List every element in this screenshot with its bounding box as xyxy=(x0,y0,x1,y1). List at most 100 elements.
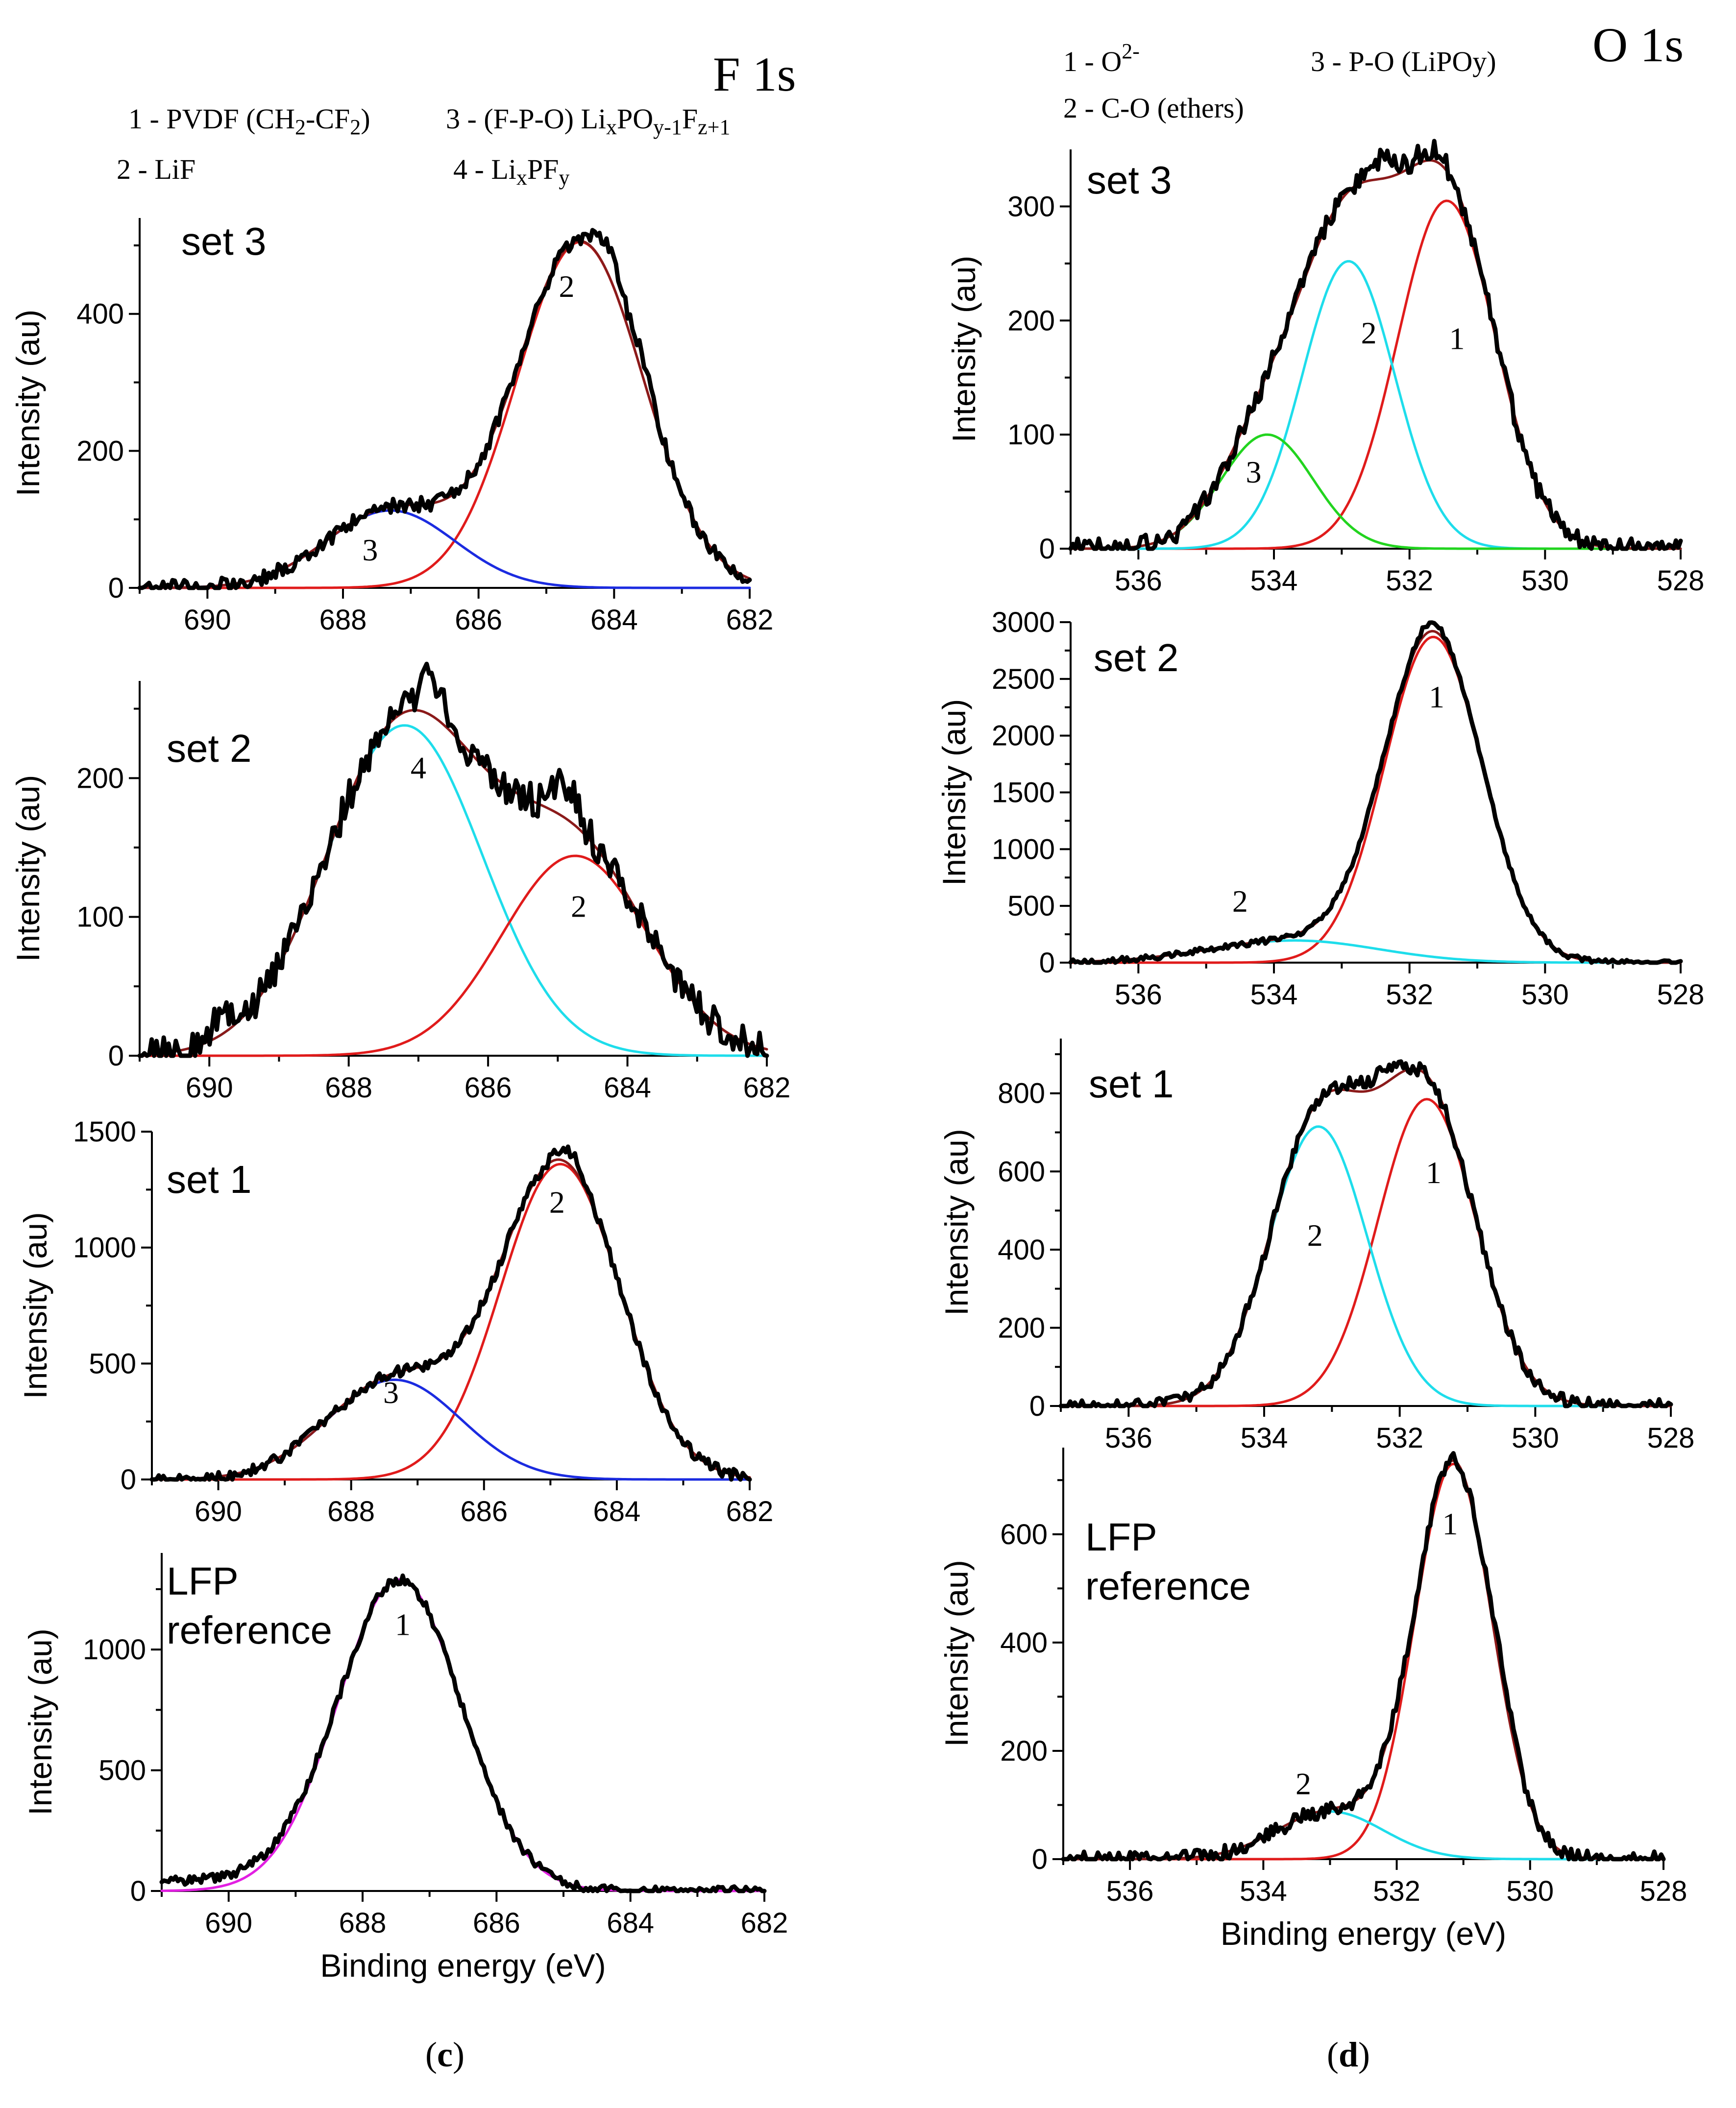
y-axis-title: Intensity (au) xyxy=(22,1628,58,1816)
y-tick-label: 800 xyxy=(998,1078,1045,1110)
peak-label: 4 xyxy=(411,750,426,785)
legend-item-o3: 3 - P-O (LiPOy) xyxy=(1311,46,1496,77)
set-label: set 1 xyxy=(167,1158,251,1201)
component-peak-3 xyxy=(1069,433,1682,550)
x-tick-label: 536 xyxy=(1105,1422,1152,1454)
peak-label: 1 xyxy=(1449,321,1465,356)
x-tick-label: 686 xyxy=(460,1496,508,1527)
peak-label: 1 xyxy=(1442,1506,1458,1541)
peak-label: 2 xyxy=(1307,1218,1323,1253)
y-tick-label: 600 xyxy=(998,1156,1045,1187)
left-title: F 1s xyxy=(713,47,796,101)
chart-o1s-set3: 536 534 532 530 528 0 100 200 300 Intensity (au) s… xyxy=(946,139,1705,597)
set-label: set 2 xyxy=(167,727,251,770)
set-label: LFP reference xyxy=(1085,1515,1251,1608)
y-tick-label: 0 xyxy=(130,1875,146,1907)
y-tick-label: 2500 xyxy=(992,663,1055,695)
y-tick-label: 200 xyxy=(1007,305,1055,337)
x-tick-label: 684 xyxy=(607,1907,654,1939)
set-label: set 2 xyxy=(1094,636,1178,679)
y-tick-label: 200 xyxy=(76,435,124,467)
peak-label: 3 xyxy=(383,1375,399,1410)
x-tick-label: 536 xyxy=(1115,979,1162,1011)
x-tick-label: 528 xyxy=(1647,1422,1695,1454)
peak-label: 1 xyxy=(1429,679,1444,714)
x-tick-label: 534 xyxy=(1240,1875,1287,1907)
peak-label: 2 xyxy=(549,1185,565,1220)
x-axis-title: Binding energy (eV) xyxy=(320,1947,606,1984)
y-tick-label: 100 xyxy=(76,901,124,933)
x-tick-label: 684 xyxy=(590,604,638,636)
chart-f1s-set3: 690 688 686 684 682 0 200 400 Intensity (au) set … xyxy=(10,218,773,636)
x-tick-label: 532 xyxy=(1386,565,1433,597)
x-tick-label: 684 xyxy=(593,1496,640,1527)
x-tick-label: 530 xyxy=(1506,1875,1554,1907)
set-label: set 3 xyxy=(181,219,266,263)
x-tick-label: 688 xyxy=(319,604,367,636)
y-axis-title: Intensity (au) xyxy=(10,310,46,497)
x-tick-label: 530 xyxy=(1521,565,1569,597)
left-header: F 1s 1 - PVDF (CH2-CF2) 3 - (F-P-O) LixP… xyxy=(117,47,796,190)
experimental-data-line xyxy=(1061,1451,1666,1862)
y-axis-title: Intensity (au) xyxy=(17,1212,53,1399)
x-tick-label: 536 xyxy=(1115,565,1162,597)
x-tick-label: 528 xyxy=(1657,565,1705,597)
x-tick-label: 530 xyxy=(1521,979,1569,1011)
x-tick-label: 682 xyxy=(726,1496,774,1527)
x-tick-label: 682 xyxy=(741,1907,788,1939)
experimental-data-line xyxy=(1068,620,1683,965)
y-tick-label: 0 xyxy=(108,1040,124,1072)
y-tick-label: 1000 xyxy=(83,1634,146,1666)
x-tick-label: 690 xyxy=(186,1072,233,1104)
experimental-data-line xyxy=(1068,139,1683,551)
component-peak-1 xyxy=(1059,1098,1672,1407)
y-tick-label: 300 xyxy=(1007,191,1055,222)
x-tick-label: 534 xyxy=(1241,1422,1288,1454)
x-tick-label: 528 xyxy=(1640,1875,1687,1907)
panel-label-c: (c) xyxy=(425,2035,465,2074)
component-peak-1 xyxy=(1069,199,1682,550)
experimental-data-line xyxy=(1058,1059,1673,1408)
y-tick-label: 400 xyxy=(76,298,124,330)
peak-label: 3 xyxy=(1246,455,1262,489)
y-tick-label: 500 xyxy=(89,1348,136,1380)
y-tick-label: 400 xyxy=(998,1234,1045,1266)
x-tick-label: 534 xyxy=(1250,565,1298,597)
x-tick-label: 684 xyxy=(604,1072,651,1104)
peak-label: 1 xyxy=(395,1607,411,1642)
x-tick-label: 682 xyxy=(726,604,774,636)
legend-item-o2: 2 - C-O (ethers) xyxy=(1063,92,1244,124)
y-tick-label: 2000 xyxy=(992,720,1055,752)
peak-label: 1 xyxy=(1426,1155,1442,1190)
legend-item-o1: 1 - O2- xyxy=(1063,39,1140,77)
y-axis-title: Intensity (au) xyxy=(10,775,46,962)
envelope-fit-line xyxy=(1069,159,1682,550)
experimental-data-line xyxy=(159,1573,767,1893)
right-header: O 1s 1 - O2- 2 - C-O (ethers) 3 - P-O (L… xyxy=(1063,18,1684,124)
chart-f1s-lfp-reference: 690 688 686 684 682 0 500 1000 Intensity (au) Bin… xyxy=(22,1553,788,1984)
experimental-data-line xyxy=(137,661,769,1058)
y-tick-label: 200 xyxy=(998,1312,1045,1344)
chart-o1s-set1: 536 534 532 530 528 0 200 400 600 800 Intensity (a… xyxy=(938,1039,1694,1454)
x-axis-title: Binding energy (eV) xyxy=(1221,1915,1506,1952)
y-tick-label: 1000 xyxy=(992,833,1055,865)
experimental-data-line xyxy=(137,228,752,590)
legend-item-1: 1 - PVDF (CH2-CF2) xyxy=(128,103,370,139)
y-tick-label: 3000 xyxy=(992,606,1055,638)
y-tick-label: 0 xyxy=(1039,947,1055,979)
y-tick-label: 400 xyxy=(1000,1627,1048,1659)
component-peak-1 xyxy=(1069,635,1682,964)
y-tick-label: 1500 xyxy=(73,1116,136,1148)
y-tick-label: 600 xyxy=(1000,1519,1048,1551)
y-tick-label: 0 xyxy=(108,572,124,604)
y-axis-title: Intensity (au) xyxy=(946,256,982,443)
set-label: set 3 xyxy=(1087,158,1172,202)
peak-label: 2 xyxy=(1361,315,1377,350)
legend-item-3: 3 - (F-P-O) LixPOy-1Fz+1 xyxy=(446,103,730,139)
experimental-data-line xyxy=(149,1144,752,1482)
y-tick-label: 0 xyxy=(1039,533,1055,565)
x-tick-label: 682 xyxy=(743,1072,791,1104)
y-tick-label: 0 xyxy=(1032,1843,1048,1875)
y-tick-label: 500 xyxy=(1007,890,1055,922)
right-title: O 1s xyxy=(1592,18,1684,72)
